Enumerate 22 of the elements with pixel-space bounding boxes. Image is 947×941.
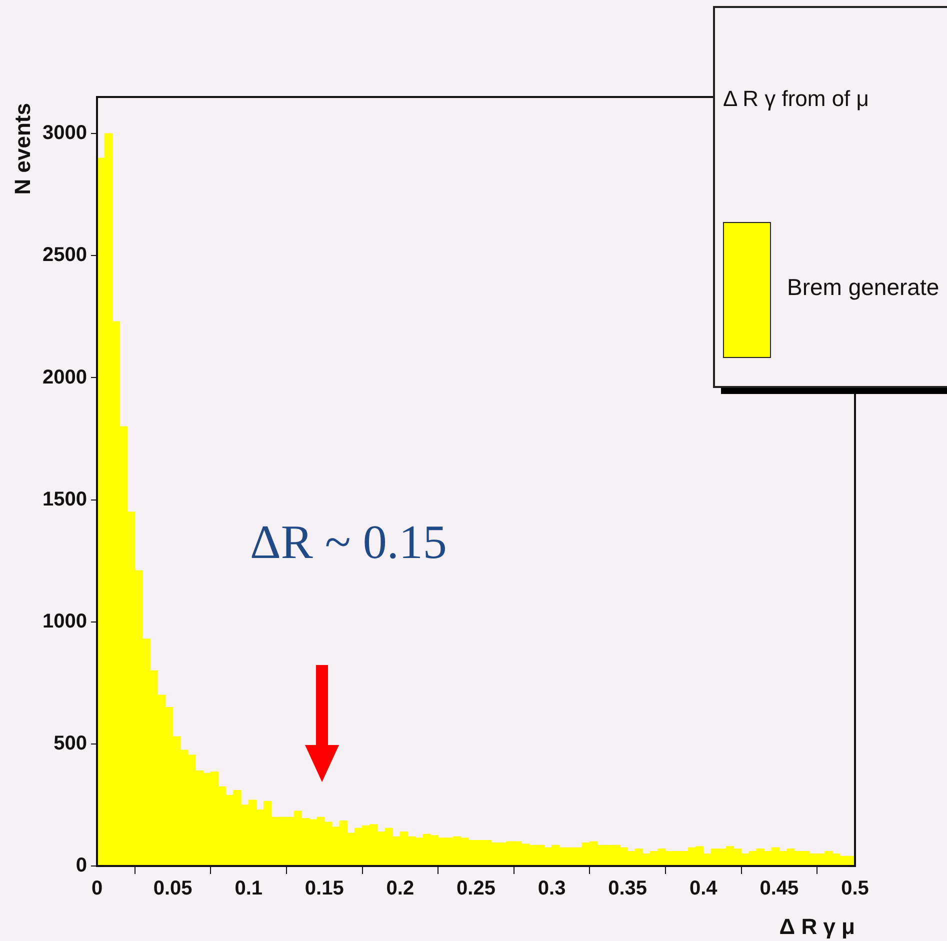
x-tick-label: 0.15: [304, 878, 344, 900]
x-tick-label: 0.1: [234, 878, 263, 900]
y-tick-label: 2000: [42, 366, 87, 388]
y-tick-label: 1000: [42, 610, 87, 632]
x-axis-title: Δ R γ μ: [779, 914, 855, 939]
x-tick-label: 0.2: [386, 878, 414, 900]
y-tick-label: 500: [54, 732, 87, 754]
x-tick-label: 0.05: [153, 878, 192, 900]
annotation: ΔR ~ 0.15: [250, 516, 447, 569]
y-axis-title: N events: [10, 103, 36, 195]
y-tick-label: 3000: [42, 122, 87, 144]
y-tick-label: 0: [76, 854, 87, 877]
legend-title: Δ R γ from of μ: [723, 86, 869, 112]
y-tick-label: 2500: [42, 244, 87, 266]
y-tick-label: 1500: [42, 488, 87, 510]
x-tick-label: 0.5: [841, 878, 869, 900]
x-tick-label: 0.3: [538, 878, 566, 900]
x-tick-label: 0.35: [608, 878, 648, 900]
x-tick-label: 0.25: [456, 878, 496, 900]
x-tick-label: 0.4: [689, 878, 718, 900]
x-tick-label: 0: [91, 878, 103, 900]
x-tick-label: 0.45: [760, 878, 799, 900]
